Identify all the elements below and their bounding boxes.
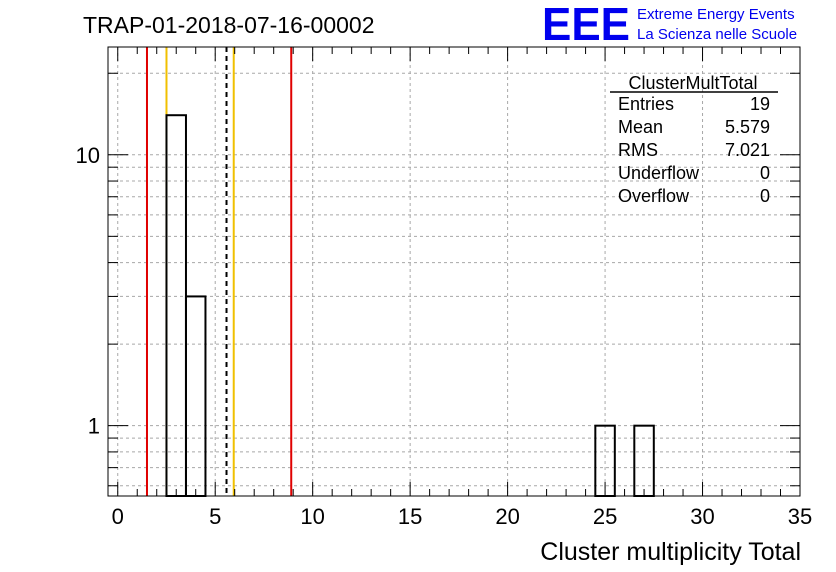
stats-value: 0 <box>760 163 770 183</box>
stats-box: ClusterMultTotal Entries 19 Mean 5.579 RMS 7.… <box>610 73 778 206</box>
x-tick-label: 25 <box>593 504 617 529</box>
plot-frame <box>107 46 801 497</box>
x-tick-label: 15 <box>398 504 422 529</box>
stats-title: ClusterMultTotal <box>628 73 757 93</box>
stats-label: Entries <box>618 94 674 114</box>
x-tick-label: 20 <box>495 504 519 529</box>
x-tick-label: 35 <box>788 504 812 529</box>
histogram-bin <box>165 114 187 497</box>
stats-label: Overflow <box>618 186 690 206</box>
chart-title: TRAP-01-2018-07-16-00002 <box>83 12 375 38</box>
histogram-bin <box>184 295 207 497</box>
stats-value: 0 <box>760 186 770 206</box>
axis-ticks: 0 5 10 15 20 25 30 35 1 10 <box>76 47 812 529</box>
x-axis-label: Cluster multiplicity Total <box>540 538 801 566</box>
y-tick-label: 1 <box>88 414 100 439</box>
stats-value: 5.579 <box>725 117 770 137</box>
stats-value: 7.021 <box>725 140 770 160</box>
logo-line-1: Extreme Energy Events <box>637 6 795 23</box>
stats-label: RMS <box>618 140 658 160</box>
x-tick-label: 30 <box>690 504 714 529</box>
x-tick-label: 0 <box>112 504 124 529</box>
stats-label: Mean <box>618 117 663 137</box>
x-tick-label: 5 <box>209 504 221 529</box>
stats-label: Underflow <box>618 163 700 183</box>
logo-line-2: La Scienza nelle Scuole <box>637 26 797 43</box>
logo-eee: EEE <box>542 0 630 50</box>
logo: EEE Extreme Energy Events La Scienza nel… <box>542 0 797 50</box>
stats-value: 19 <box>750 94 770 114</box>
x-tick-label: 10 <box>300 504 324 529</box>
grid-lines <box>108 47 801 496</box>
y-tick-label: 10 <box>76 143 100 168</box>
